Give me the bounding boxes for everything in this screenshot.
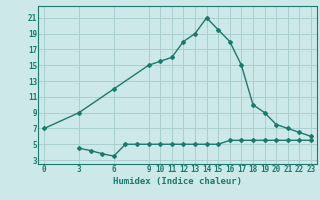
X-axis label: Humidex (Indice chaleur): Humidex (Indice chaleur) [113, 177, 242, 186]
